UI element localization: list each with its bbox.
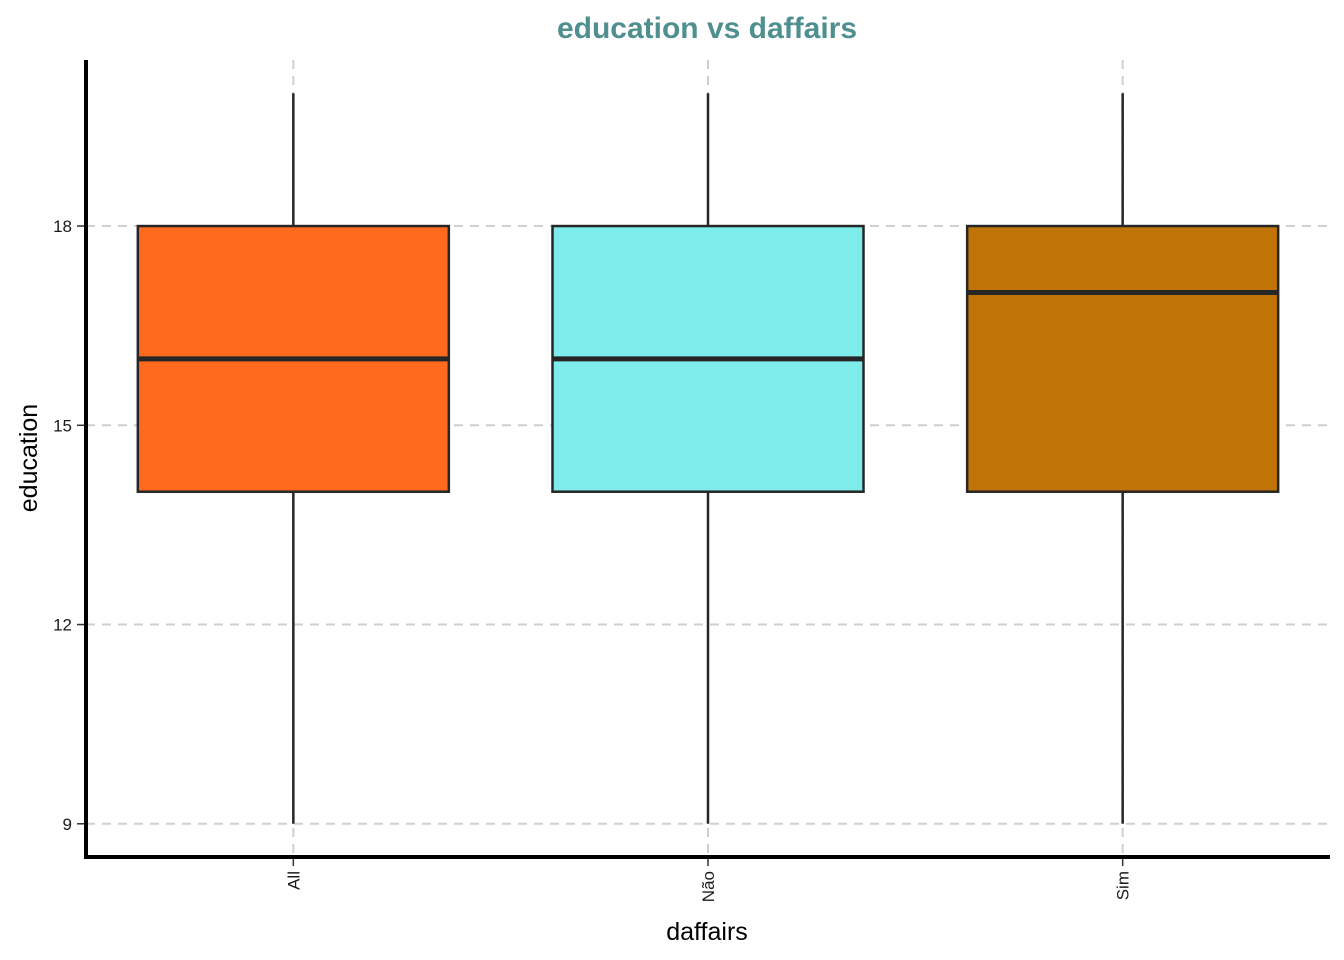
x-axis-title: daffairs bbox=[666, 918, 748, 946]
box-group-Sim bbox=[965, 93, 1280, 824]
y-tick-label: 18 bbox=[53, 217, 72, 236]
box-layer bbox=[136, 93, 1280, 824]
x-tick-label: Sim bbox=[1114, 871, 1133, 900]
axis-layer: 9 12 15 18 All Não Sim bbox=[53, 60, 1330, 902]
y-tick-label: 9 bbox=[63, 815, 72, 834]
y-tick-label: 12 bbox=[53, 616, 72, 635]
y-tick-label: 15 bbox=[53, 416, 72, 435]
box-group-All bbox=[136, 93, 451, 824]
box-group-Não bbox=[551, 93, 865, 824]
box-iqr bbox=[965, 224, 1280, 493]
x-tick-label: Não bbox=[699, 871, 718, 902]
x-tick-label: All bbox=[284, 871, 303, 890]
y-axis-title: education bbox=[15, 404, 43, 512]
chart-title: education vs daffairs bbox=[557, 12, 857, 45]
